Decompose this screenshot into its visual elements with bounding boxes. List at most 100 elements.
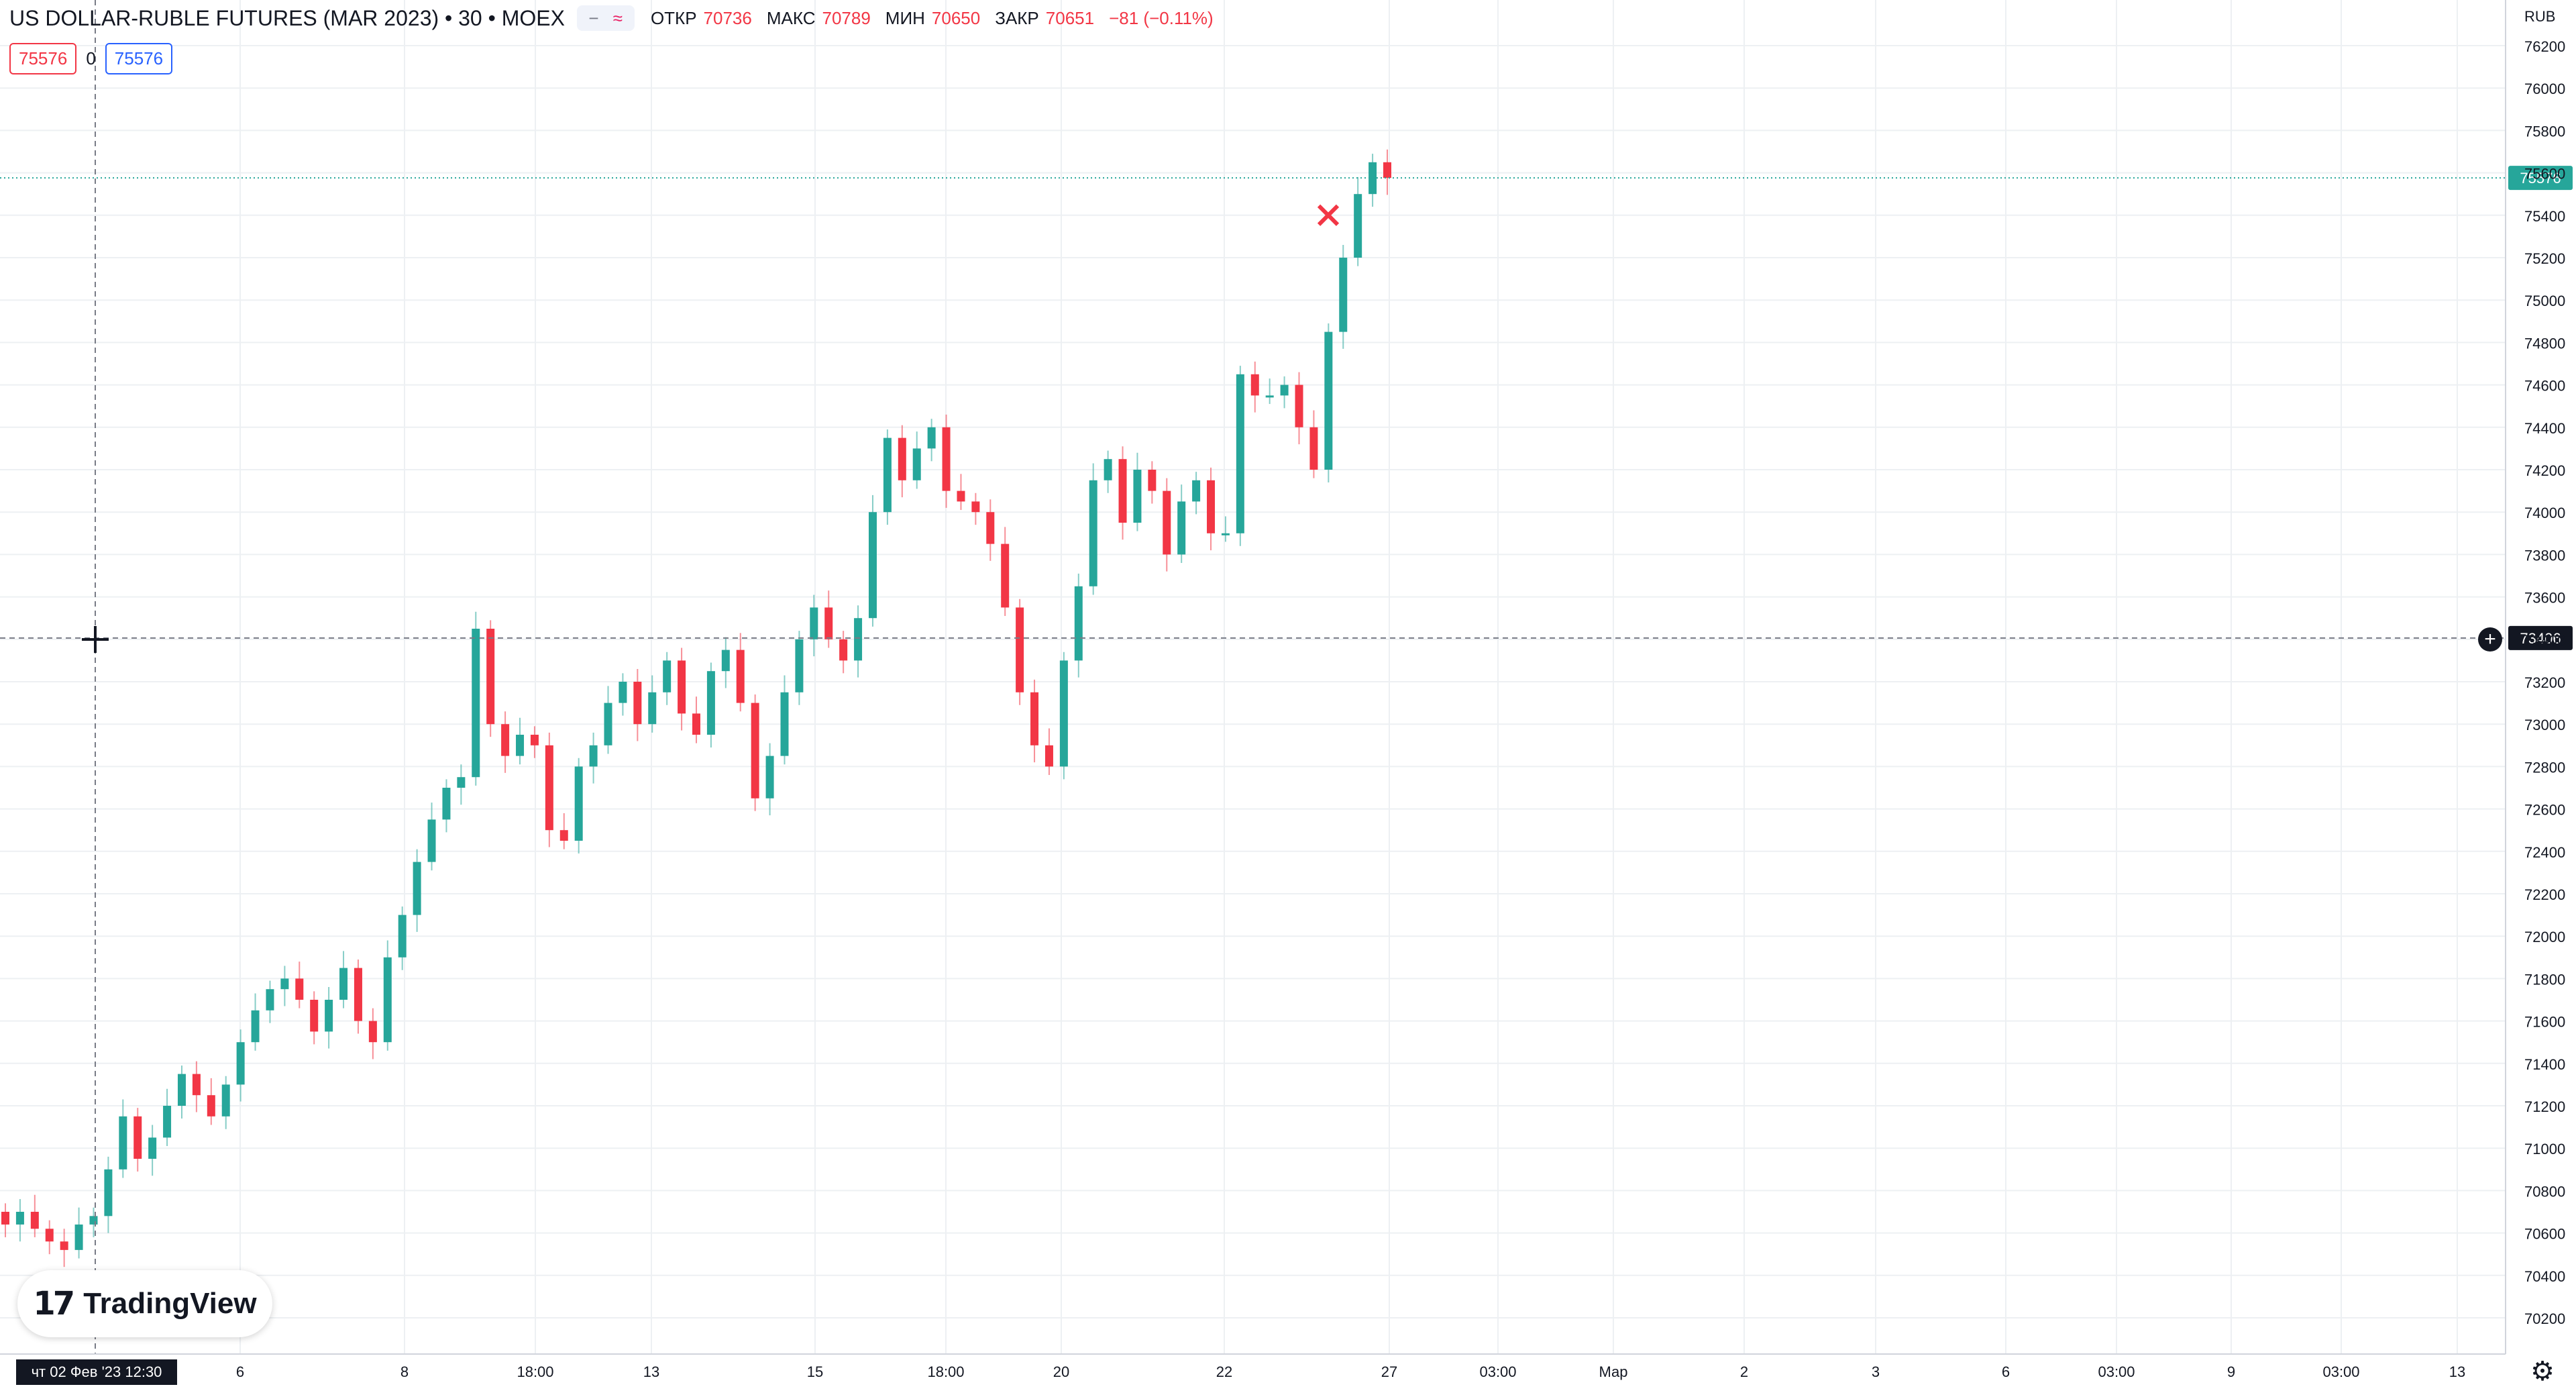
candle-body: [663, 660, 672, 692]
candle-body: [1118, 459, 1127, 523]
candle-body: [15, 1212, 24, 1225]
price-tick-label: 70600: [2524, 1226, 2565, 1243]
overlays: 75576 73406: [0, 0, 2573, 1354]
candle-body: [354, 968, 362, 1021]
candle-body: [648, 692, 657, 725]
minus-icon[interactable]: −: [588, 7, 599, 28]
open-value: 70736: [703, 7, 752, 28]
add-alert-plus-icon[interactable]: +: [2478, 627, 2502, 652]
logo-text: TradingView: [83, 1287, 257, 1320]
candle-body: [1295, 384, 1303, 427]
candle-body: [1221, 533, 1230, 535]
candle-body: [795, 639, 804, 692]
trade-buttons: 75576 0 75576: [9, 43, 173, 74]
candles: [1, 149, 1391, 1267]
candle-body: [1339, 258, 1348, 332]
time-tick-label: 9: [2227, 1363, 2235, 1380]
candle-body: [119, 1116, 127, 1170]
price-tick-label: 75000: [2524, 293, 2565, 309]
price-tick-label: 76200: [2524, 38, 2565, 55]
price-tick-label: 73600: [2524, 590, 2565, 607]
candle-body: [398, 915, 407, 957]
candle-body: [221, 1084, 230, 1117]
price-tick-label: 71400: [2524, 1056, 2565, 1073]
candle-body: [1044, 745, 1053, 767]
candle-body: [619, 682, 627, 703]
candle-body: [736, 650, 745, 703]
ohlc-values: ОТКР 70736 МАКС 70789 МИН 70650 ЗАКР 70651 −…: [651, 8, 1214, 29]
price-tick-label: 72400: [2524, 844, 2565, 861]
candle-body: [765, 756, 774, 798]
candle-body: [1324, 331, 1333, 470]
candle-body: [780, 692, 789, 756]
price-tick-label: 76000: [2524, 81, 2565, 97]
candle-body: [574, 766, 583, 841]
candle-body: [207, 1095, 215, 1117]
time-tick-label: 20: [1053, 1363, 1069, 1380]
candle-body: [706, 671, 715, 735]
price-tick-label: 70400: [2524, 1268, 2565, 1285]
candle-body: [295, 978, 304, 1000]
candle-body: [280, 978, 289, 990]
cursor-time-label-bg: [16, 1359, 177, 1385]
candle-body: [633, 682, 642, 725]
crosshair-price-label: 73406: [2520, 630, 2561, 647]
candle-body: [427, 819, 436, 862]
candle-body: [148, 1137, 157, 1159]
time-tick-label: 6: [236, 1363, 244, 1380]
candle-body: [251, 1010, 260, 1043]
price-tick-label: 74200: [2524, 462, 2565, 479]
time-tick-label: 15: [807, 1363, 823, 1380]
sell-button[interactable]: 75576: [9, 43, 77, 74]
tradingview-logo-icon: 17: [33, 1285, 75, 1323]
time-tick-label: 8: [400, 1363, 409, 1380]
candle-body: [133, 1116, 142, 1159]
tradingview-logo[interactable]: 17 TradingView: [17, 1270, 272, 1337]
candle-body: [1383, 162, 1391, 178]
last-price-label-bg: [2508, 166, 2573, 191]
trade-marker-cross: [1317, 204, 1340, 226]
header-icon-group[interactable]: − ≈: [576, 5, 635, 31]
price-tick-label: 72800: [2524, 759, 2565, 776]
price-tick-label: 74600: [2524, 378, 2565, 395]
candle-body: [486, 629, 495, 725]
candle-body: [1354, 194, 1362, 258]
time-tick-label: 22: [1216, 1363, 1232, 1380]
candle-body: [1059, 660, 1068, 767]
buy-button[interactable]: 75576: [105, 43, 173, 74]
price-tick-label: 75200: [2524, 250, 2565, 267]
time-tick-label: Мар: [1599, 1363, 1627, 1380]
candle-body: [839, 639, 848, 661]
price-tick-label: 70200: [2524, 1310, 2565, 1327]
time-tick-label: 03:00: [2098, 1363, 2135, 1380]
cursor-time-label: чт 02 Фев '23 12:30: [32, 1363, 162, 1380]
candle-body: [1133, 470, 1142, 523]
crosshair-price-label-bg: [2508, 625, 2573, 650]
time-tick-label: 18:00: [927, 1363, 964, 1380]
price-axis: 70200 70400 70600 70800 71000 71200 71400 71600…: [2505, 0, 2565, 1354]
candle-body: [60, 1241, 68, 1250]
candle-body: [1001, 543, 1010, 608]
candle-body: [942, 427, 951, 491]
spread-value: 0: [86, 48, 96, 68]
low-value: 70650: [931, 7, 981, 28]
candle-body: [1250, 374, 1259, 396]
candle-body: [912, 448, 921, 480]
symbol-title[interactable]: US DOLLAR-RUBLE FUTURES (MAR 2023) • 30 …: [9, 5, 565, 30]
gear-icon[interactable]: ⚙: [2530, 1357, 2555, 1386]
price-tick-label: 72600: [2524, 802, 2565, 819]
wave-icon[interactable]: ≈: [612, 7, 623, 28]
candle-body: [163, 1106, 172, 1138]
candle-body: [104, 1169, 113, 1216]
price-tick-label: 73000: [2524, 717, 2565, 733]
change-value: −81 (−0.11%): [1109, 7, 1214, 28]
price-tick-label: 72200: [2524, 886, 2565, 903]
candle-body: [1089, 480, 1097, 586]
candle-body: [1074, 586, 1083, 661]
candle-body: [74, 1224, 83, 1250]
price-tick-label: 71600: [2524, 1014, 2565, 1031]
candle-body: [339, 968, 348, 1000]
candle-body: [192, 1074, 201, 1096]
